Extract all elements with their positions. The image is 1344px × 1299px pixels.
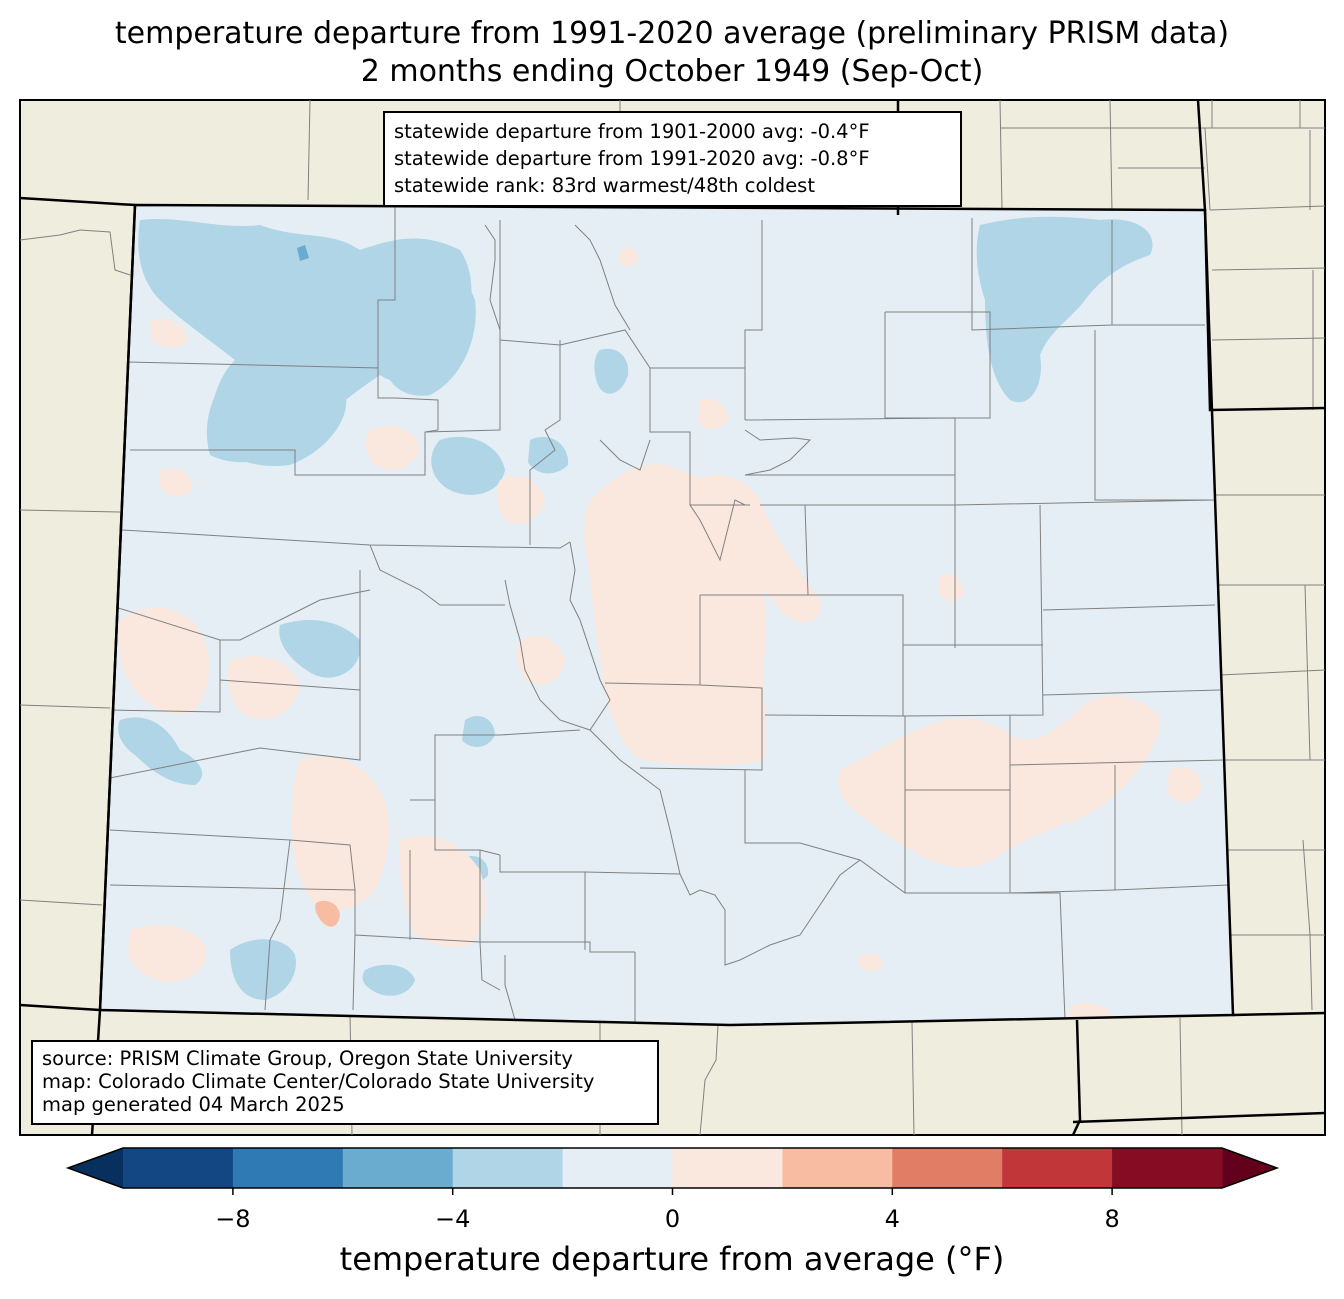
colorado-county-lines bbox=[107, 205, 1229, 1025]
colorbar-swatch bbox=[342, 1148, 454, 1188]
colorbar-tick-label: 8 bbox=[1104, 1205, 1120, 1233]
colorbar-swatch bbox=[782, 1148, 893, 1188]
strong-warm-spot bbox=[315, 900, 340, 927]
colorbar-swatch bbox=[1002, 1148, 1113, 1188]
strong-cool-spot bbox=[297, 245, 309, 261]
generated-date-line: map generated 04 March 2025 bbox=[42, 1093, 345, 1116]
anomaly-contours bbox=[118, 216, 1201, 1018]
map-title-line-2: 2 months ending October 1949 (Sep-Oct) bbox=[360, 54, 984, 89]
colorbar-under-extension bbox=[68, 1148, 123, 1188]
colorbar-tick-label: 0 bbox=[664, 1205, 681, 1233]
colorbar-tick-label: −8 bbox=[215, 1205, 251, 1233]
colorbar-swatch bbox=[232, 1148, 344, 1188]
source-line: source: PRISM Climate Group, Oregon Stat… bbox=[42, 1047, 573, 1070]
stats-rank: statewide rank: 83rd warmest/48th coldes… bbox=[394, 174, 815, 197]
colorbar-tick-label: −4 bbox=[434, 1205, 471, 1233]
colorbar-over-extension bbox=[1222, 1148, 1277, 1188]
source-credits-box: source: PRISM Climate Group, Oregon Stat… bbox=[31, 1040, 659, 1125]
colorbar-swatch bbox=[452, 1148, 564, 1188]
warm-anomaly-regions bbox=[118, 248, 1201, 1018]
map-title-line-1: temperature departure from 1991-2020 ave… bbox=[114, 16, 1230, 51]
colorbar-swatch bbox=[123, 1148, 234, 1188]
stats-departure-1901-2000: statewide departure from 1901-2000 avg: … bbox=[394, 120, 870, 143]
colorbar-label: temperature departure from average (°F) bbox=[339, 1240, 1005, 1278]
colorbar bbox=[65, 1147, 1280, 1195]
colorbar-swatch bbox=[1112, 1148, 1223, 1188]
colorbar-swatch bbox=[672, 1148, 783, 1188]
colorbar-swatch bbox=[562, 1148, 673, 1188]
stats-departure-1991-2020: statewide departure from 1991-2020 avg: … bbox=[394, 147, 870, 170]
colorbar-swatch bbox=[892, 1148, 1003, 1188]
statewide-stats-box: statewide departure from 1901-2000 avg: … bbox=[383, 111, 962, 207]
map-credit-line: map: Colorado Climate Center/Colorado St… bbox=[42, 1070, 595, 1093]
colorbar-tick-label: 4 bbox=[884, 1205, 900, 1233]
colorbar-outline bbox=[65, 1147, 1280, 1189]
cool-anomaly-regions bbox=[118, 216, 1153, 1000]
